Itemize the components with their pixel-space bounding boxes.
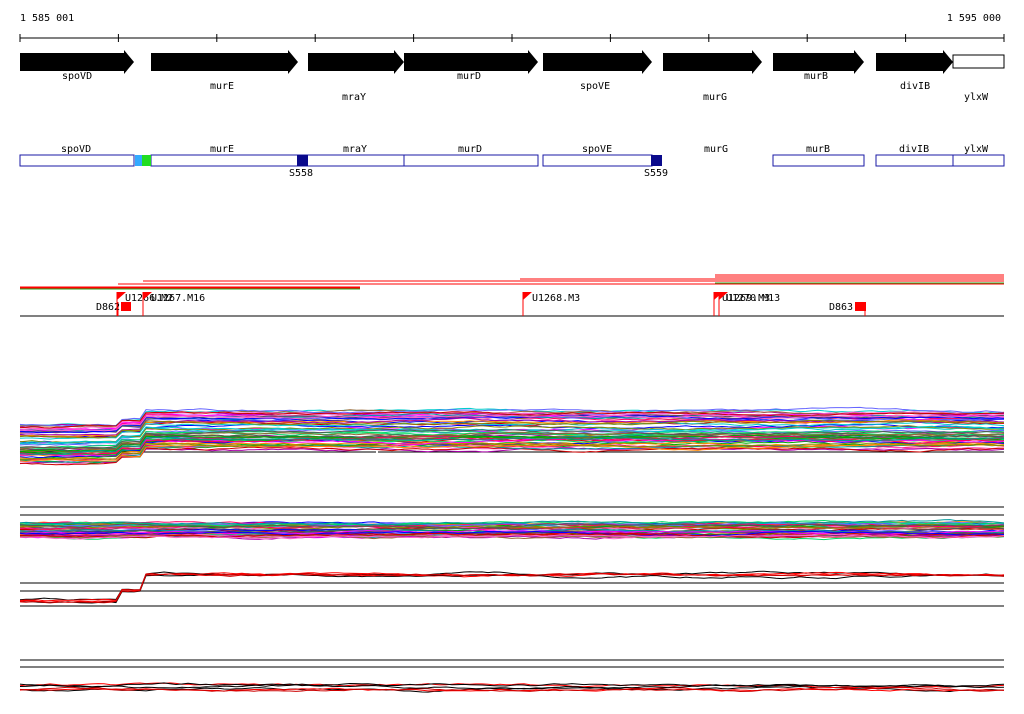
site-s559[interactable]: S559 <box>644 155 668 179</box>
gene-label: spoVD <box>62 71 92 82</box>
gene-box-label: mraY <box>343 144 367 155</box>
tss-label: U1267.M16 <box>151 293 205 304</box>
gene-box-label: murG <box>704 144 728 155</box>
transcript-track <box>20 274 1004 317</box>
promoter-green-mark <box>142 155 151 166</box>
tss-label: U1268.M3 <box>532 293 580 304</box>
tss-label: U1270.M13 <box>726 293 780 304</box>
coord-start-label: 1 585 001 <box>20 13 75 24</box>
gene-box-label: murD <box>458 144 482 155</box>
gene-box-label: divIB <box>899 144 929 155</box>
site-label: S559 <box>644 168 668 179</box>
tss-label: U1269.M3 <box>722 293 770 304</box>
gene-box-divib[interactable]: divIB <box>875 144 954 167</box>
expression-profile-secondary <box>19 506 1005 541</box>
tss-marker-d863[interactable]: D863 <box>829 302 866 316</box>
gene-label: spoVE <box>580 81 610 92</box>
tss-marker-track: D862 U1266.M2 U1267.M16 U1268.M3 U1269.M… <box>96 292 866 316</box>
gene-arrow-murg[interactable]: murG <box>663 50 762 103</box>
gene-label: murE <box>210 81 234 92</box>
gene-box-label: murE <box>210 144 234 155</box>
gene-label: mraY <box>342 92 366 103</box>
gene-box-ylxw[interactable]: ylxW <box>952 144 1005 167</box>
site-s558[interactable]: S558 <box>289 155 313 179</box>
tss-marker-u1267[interactable]: U1267.M16 <box>142 292 205 316</box>
tss-label: D862 <box>96 302 120 313</box>
gene-box-label: spoVD <box>61 144 91 155</box>
gene-arrow-murb[interactable]: murB <box>773 50 864 82</box>
gene-box-murg[interactable]: murG <box>704 144 728 155</box>
site-label: S558 <box>289 168 313 179</box>
gene-arrow-murd[interactable]: murD <box>404 50 538 82</box>
tss-marker-u1270[interactable]: U1270.M13 <box>718 292 780 316</box>
gene-box-label: murB <box>806 144 830 155</box>
expression-profile-average <box>19 570 1005 607</box>
gene-arrow-mray[interactable]: mraY <box>308 50 404 103</box>
coord-end-label: 1 595 000 <box>946 13 1001 24</box>
gene-label: murD <box>457 71 481 82</box>
tss-marker-u1268[interactable]: U1268.M3 <box>522 292 580 316</box>
promoter-cyan-mark <box>135 155 143 166</box>
gene-arrow-divib[interactable]: divIB <box>876 50 953 92</box>
tss-marker-d862[interactable]: D862 <box>96 302 131 316</box>
gene-box-mray[interactable]: mraY <box>343 144 367 155</box>
gene-arrow-spovd[interactable]: spoVD <box>20 50 134 82</box>
expression-profile-multicolor <box>19 406 1005 466</box>
gene-arrow-track: spoVD murE mraY murD spoVE murG murB divIB ylxW <box>20 50 1005 103</box>
tss-label: D863 <box>829 302 853 313</box>
tss-marker-u1266[interactable]: U1266.M2 <box>116 292 173 316</box>
gene-box-spove[interactable]: spoVE <box>542 144 653 167</box>
coordinate-ruler <box>19 34 1005 42</box>
gene-box-label: ylxW <box>964 144 989 155</box>
gene-arrow-spove[interactable]: spoVE <box>543 50 652 92</box>
gene-label: ylxW <box>964 92 989 103</box>
gene-arrow-mure[interactable]: murE <box>151 50 298 92</box>
gene-label: divIB <box>900 81 930 92</box>
gene-box-spovd[interactable]: spoVD <box>19 144 135 167</box>
gene-box-label: spoVE <box>582 144 612 155</box>
gene-box-murd[interactable]: murD <box>403 144 539 167</box>
gene-box-track: spoVD murE mraY murD spoVE murG murB divIB ylxW <box>19 144 1005 167</box>
gene-arrow-ylxw[interactable]: ylxW <box>952 54 1005 103</box>
gene-label: murG <box>703 92 727 103</box>
tss-label: U1266.M2 <box>125 293 173 304</box>
expression-profile-bottom <box>19 659 1005 693</box>
gene-label: murB <box>804 71 828 82</box>
gene-box-murb[interactable]: murB <box>772 144 865 167</box>
